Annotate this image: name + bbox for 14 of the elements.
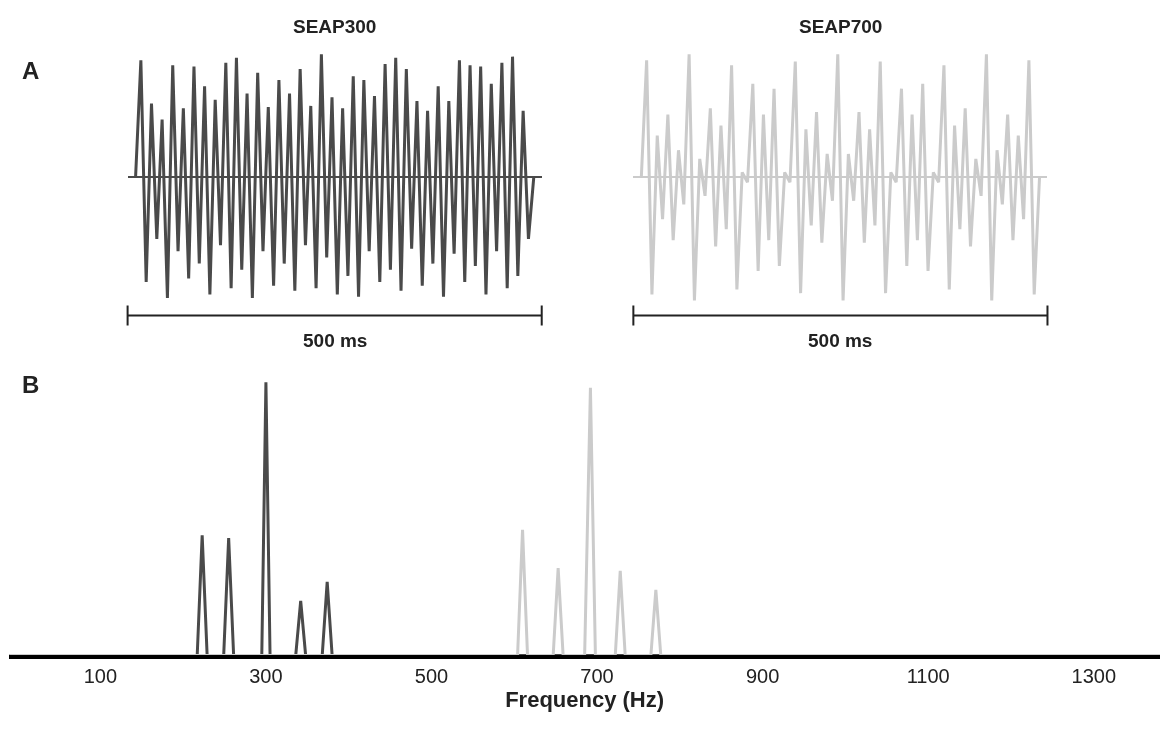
annotation: B — [22, 371, 40, 398]
text: 500 ms — [808, 330, 873, 351]
x-tick-label: 1100 — [906, 665, 950, 688]
text: A — [22, 57, 40, 84]
x-tick-label: 100 — [83, 665, 118, 688]
x-tick-label: 900 — [745, 665, 780, 688]
chart-title: SEAP700 — [799, 16, 883, 37]
chart-title: SEAP300 — [293, 16, 377, 37]
x-tick-label: 500 — [414, 665, 449, 688]
text: 500 ms — [303, 330, 368, 351]
x-tick-label: 1300 — [1071, 665, 1117, 688]
x-tick-label: 300 — [249, 665, 283, 688]
x-axis-title: Frequency (Hz) — [505, 687, 665, 713]
x-tick-label: 700 — [580, 665, 614, 688]
